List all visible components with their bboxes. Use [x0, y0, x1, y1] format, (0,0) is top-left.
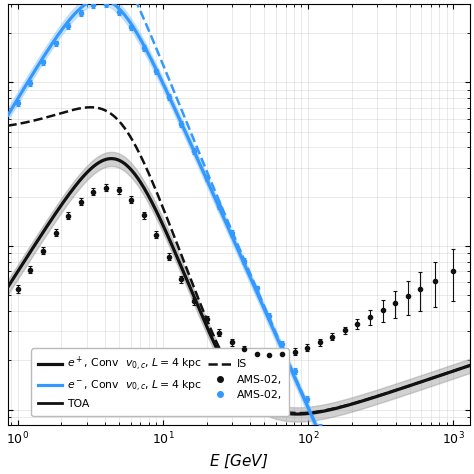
X-axis label: $E$ [GeV]: $E$ [GeV]	[209, 452, 268, 470]
Legend: $e^+$, Conv  $v_{0,c}$, $L = 4$ kpc, $e^-$, Conv  $v_{0,c}$, $L = 4$ kpc, TOA, I: $e^+$, Conv $v_{0,c}$, $L = 4$ kpc, $e^-…	[31, 348, 289, 416]
